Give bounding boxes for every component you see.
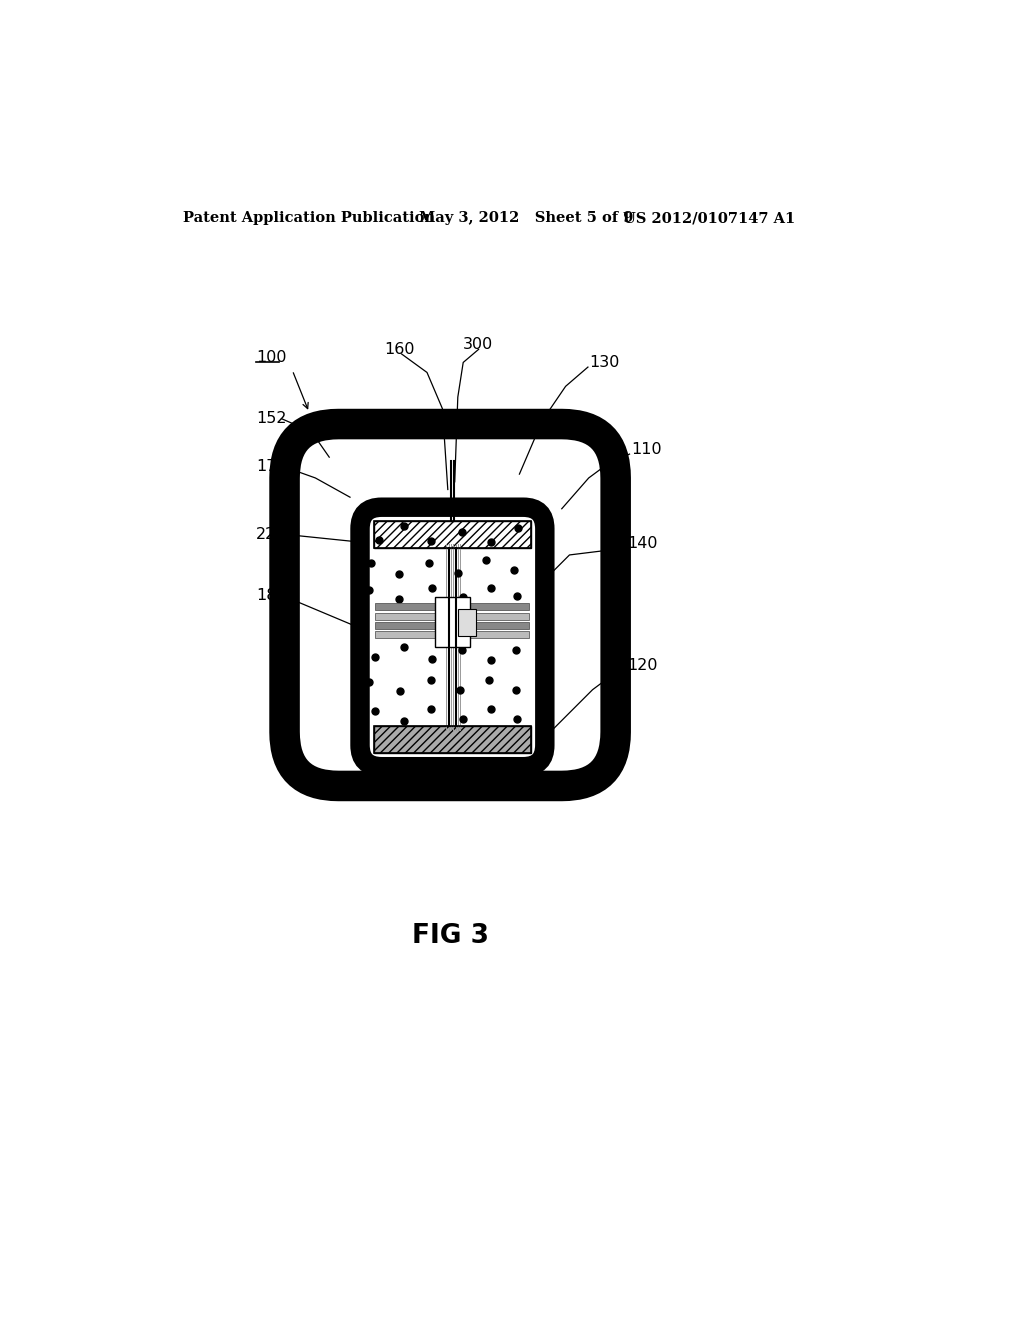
Text: 191A: 191A [350, 784, 391, 799]
Text: 190: 190 [515, 784, 546, 799]
FancyBboxPatch shape [285, 424, 615, 785]
Bar [376, 631, 442, 638]
Bar [374, 521, 531, 548]
Text: 100: 100 [256, 350, 287, 364]
Bar [463, 622, 529, 628]
Text: 152: 152 [256, 411, 287, 426]
Bar [374, 726, 531, 752]
Bar [376, 612, 442, 619]
Bar [374, 521, 531, 548]
Text: May 3, 2012   Sheet 5 of 9: May 3, 2012 Sheet 5 of 9 [419, 211, 634, 226]
Bar [374, 726, 531, 752]
Text: 180: 180 [256, 589, 287, 603]
Bar [376, 603, 442, 610]
Text: 160: 160 [385, 342, 415, 356]
Text: FIG 3: FIG 3 [412, 923, 488, 949]
Text: US 2012/0107147 A1: US 2012/0107147 A1 [624, 211, 796, 226]
Text: 300: 300 [463, 337, 494, 352]
Text: 120: 120 [628, 657, 657, 673]
Bar [463, 603, 529, 610]
Bar [374, 624, 531, 726]
Text: 170: 170 [256, 459, 287, 474]
Bar [374, 548, 531, 616]
Text: Patent Application Publication: Patent Application Publication [183, 211, 435, 226]
Text: 191B: 191B [462, 784, 503, 799]
Bar [458, 609, 475, 636]
Bar [463, 612, 529, 619]
Bar [376, 622, 442, 628]
FancyBboxPatch shape [360, 507, 545, 767]
Bar [463, 631, 529, 638]
Text: 220: 220 [256, 527, 287, 541]
Bar [435, 598, 470, 647]
Bar [374, 521, 531, 752]
Text: 150: 150 [414, 784, 444, 799]
Text: 110: 110 [631, 442, 662, 457]
Text: 140: 140 [628, 536, 657, 550]
Text: 130: 130 [590, 355, 620, 370]
